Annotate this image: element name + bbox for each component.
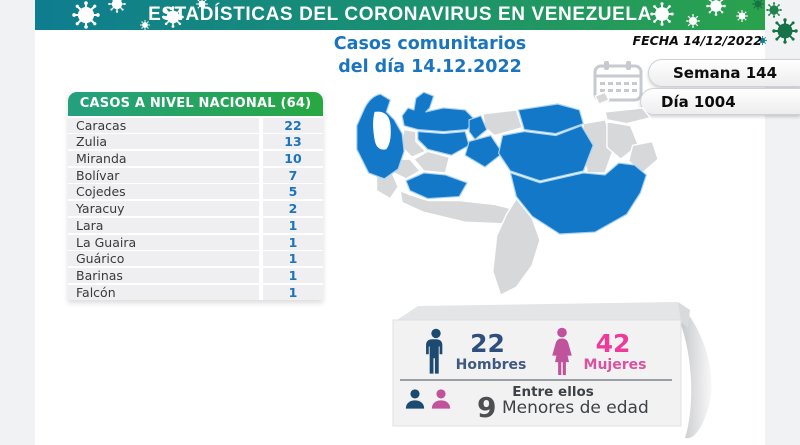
cases-table-body: Caracas 22 Zulia 13 Miranda 10 Bolívar 7 Cojedes… bbox=[68, 117, 323, 300]
state-cases: 2 bbox=[263, 201, 323, 217]
hombres-count: 22 bbox=[470, 329, 505, 358]
state-name: Barinas bbox=[68, 267, 259, 283]
state-name: Yaracuy bbox=[68, 201, 259, 217]
state-name: Miranda bbox=[68, 151, 259, 167]
table-row: Bolívar 7 bbox=[68, 167, 323, 183]
venezuela-map bbox=[356, 91, 659, 296]
state-cases: 22 bbox=[263, 117, 323, 133]
table-row: La Guaira 1 bbox=[68, 234, 323, 250]
calendar-icon bbox=[593, 61, 643, 102]
person-bust-female-icon bbox=[431, 389, 451, 409]
fecha-label: FECHA 14/12/2022 bbox=[632, 33, 762, 48]
state-cases: 10 bbox=[263, 151, 323, 167]
stats-divider bbox=[400, 379, 672, 381]
table-row: Lara 1 bbox=[68, 217, 323, 233]
state-cases: 1 bbox=[263, 234, 323, 250]
table-row: Miranda 10 bbox=[68, 151, 323, 167]
entre-ellos-label: Entre ellos bbox=[512, 384, 594, 400]
subtitle-line2: del día 14.12.2022 bbox=[338, 57, 522, 77]
table-row: Yaracuy 2 bbox=[68, 201, 323, 217]
state-name: La Guaira bbox=[68, 234, 259, 250]
hombres-label: Hombres bbox=[455, 357, 527, 373]
cases-table: CASOS A NIVEL NACIONAL (64) Caracas 22 Zul… bbox=[68, 92, 323, 300]
state-cases: 1 bbox=[263, 284, 323, 300]
subtitle-line1: Casos comunitarios bbox=[333, 34, 527, 54]
menores-label: Menores de edad bbox=[502, 398, 649, 418]
table-row: Caracas 22 bbox=[68, 117, 323, 133]
state-name: Guárico bbox=[68, 251, 259, 267]
subtitle: Casos comunitarios del día 14.12.2022 bbox=[300, 33, 560, 79]
slab-top-bevel bbox=[394, 302, 684, 322]
person-bust-male-icon bbox=[405, 389, 425, 409]
state-name: Zulia bbox=[68, 134, 259, 150]
state-name: Lara bbox=[68, 217, 259, 233]
dia-badge: Día 1004 bbox=[640, 88, 800, 115]
state-cases: 5 bbox=[263, 184, 323, 200]
table-row: Zulia 13 bbox=[68, 134, 323, 150]
state-cases: 7 bbox=[263, 167, 323, 183]
menores-count: 9 bbox=[477, 391, 497, 424]
mujeres-count: 42 bbox=[595, 329, 631, 358]
male-icon bbox=[426, 328, 443, 374]
state-cases: 13 bbox=[263, 134, 323, 150]
state-cases: 1 bbox=[263, 267, 323, 283]
female-icon bbox=[552, 327, 572, 375]
mujeres-label: Mujeres bbox=[583, 357, 647, 373]
semana-badge: Semana 144 bbox=[648, 59, 800, 87]
state-cases: 1 bbox=[263, 217, 323, 233]
cases-table-header: CASOS A NIVEL NACIONAL (64) bbox=[68, 92, 323, 116]
state-name: Caracas bbox=[68, 117, 259, 133]
state-name: Cojedes bbox=[68, 184, 259, 200]
page-curl bbox=[680, 306, 712, 439]
lake-maracaibo bbox=[373, 111, 391, 150]
page-title: ESTADÍSTICAS DEL CORONAVIRUS EN VENEZUEL… bbox=[148, 4, 652, 25]
table-row: Guárico 1 bbox=[68, 251, 323, 267]
state-name: Bolívar bbox=[68, 167, 259, 183]
page-margin-left bbox=[0, 0, 35, 445]
header-banner bbox=[35, 0, 765, 30]
table-row: Cojedes 5 bbox=[68, 184, 323, 200]
state-cases: 1 bbox=[263, 251, 323, 267]
map-highlighted-states bbox=[356, 91, 647, 235]
table-row: Barinas 1 bbox=[68, 267, 323, 283]
state-name: Falcón bbox=[68, 284, 259, 300]
table-row: Falcón 1 bbox=[68, 284, 323, 300]
